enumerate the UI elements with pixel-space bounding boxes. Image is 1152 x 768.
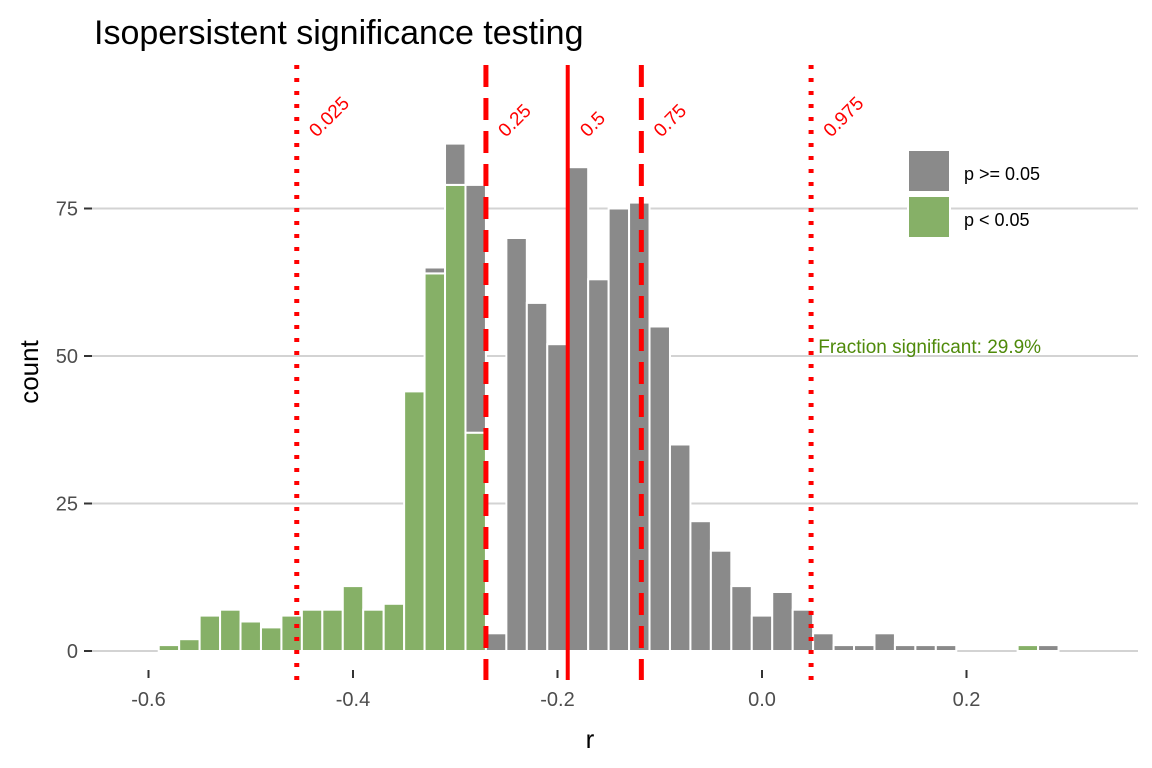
x-axis: -0.6 -0.4 -0.2 0.0 0.2 xyxy=(131,670,980,711)
bar-significant-1 xyxy=(178,638,201,653)
bar-not-significant-37 xyxy=(914,644,937,652)
y-axis: 0 25 50 75 xyxy=(56,199,92,663)
bar-not-significant-31 xyxy=(791,608,815,653)
bar-significant-6 xyxy=(280,614,303,652)
bar-significant-11 xyxy=(382,602,406,652)
bar-not-significant-20 xyxy=(566,166,590,652)
bar-not-significant-17 xyxy=(505,237,528,652)
bar-significant-8 xyxy=(321,608,344,653)
histogram-bars xyxy=(157,142,1060,653)
bar-significant-12 xyxy=(403,390,426,652)
chart-title: Isopersistent significance testing xyxy=(94,14,583,52)
bar-not-significant-16 xyxy=(484,632,508,652)
bar-not-significant-38 xyxy=(934,644,958,652)
quantile-label-2: 0.5 xyxy=(576,108,610,142)
bar-not-significant-28 xyxy=(730,585,753,652)
legend-key-not-significant xyxy=(907,149,951,193)
bar-not-significant-27 xyxy=(709,549,733,653)
legend-label-significant: p < 0.05 xyxy=(964,210,1030,230)
quantile-label-3: 0.75 xyxy=(650,101,691,142)
bar-not-significant-15 xyxy=(464,183,487,434)
bar-not-significant-33 xyxy=(832,644,856,652)
x-tick-label-0: -0.6 xyxy=(131,689,165,711)
bar-not-significant-22 xyxy=(607,207,631,652)
quantile-label-1: 0.25 xyxy=(495,101,536,142)
bar-not-significant-24 xyxy=(648,325,671,652)
x-tick-label-2: -0.2 xyxy=(540,689,574,711)
bar-significant-42 xyxy=(1016,644,1040,652)
bar-not-significant-26 xyxy=(689,520,712,653)
bar-significant-2 xyxy=(198,614,222,652)
bar-not-significant-19 xyxy=(546,343,569,652)
legend-label-not-significant: p >= 0.05 xyxy=(964,164,1040,184)
y-tick-label-3: 75 xyxy=(56,199,78,221)
bar-significant-5 xyxy=(259,626,283,653)
bar-significant-7 xyxy=(300,608,324,653)
y-tick-label-2: 50 xyxy=(56,346,78,368)
y-tick-label-1: 25 xyxy=(56,494,78,516)
y-tick-label-0: 0 xyxy=(67,641,78,663)
bar-not-significant-13 xyxy=(423,266,447,275)
bar-significant-9 xyxy=(341,585,365,652)
legend-key-significant xyxy=(907,195,951,239)
bar-not-significant-30 xyxy=(771,591,794,652)
bar-not-significant-34 xyxy=(853,644,876,652)
x-tick-label-3: 0.0 xyxy=(748,689,776,711)
bar-not-significant-14 xyxy=(444,142,467,186)
quantile-label-0: 0.025 xyxy=(305,93,353,141)
bar-significant-4 xyxy=(239,620,262,652)
bar-not-significant-35 xyxy=(873,632,896,652)
bar-not-significant-29 xyxy=(750,614,774,652)
quantile-label-4: 0.975 xyxy=(820,93,868,141)
bar-significant-13 xyxy=(423,272,447,652)
legend: p >= 0.05 p < 0.05 xyxy=(907,149,1040,239)
bar-significant-14 xyxy=(444,183,467,652)
bar-significant-10 xyxy=(362,608,385,653)
x-tick-label-4: 0.2 xyxy=(953,689,981,711)
x-axis-title: r xyxy=(586,724,595,754)
bar-significant-15 xyxy=(464,431,487,653)
bar-significant-0 xyxy=(157,644,181,652)
bar-not-significant-18 xyxy=(525,301,549,652)
bar-not-significant-43 xyxy=(1037,644,1060,652)
bar-not-significant-36 xyxy=(893,644,917,652)
fraction-significant-annotation: Fraction significant: 29.9% xyxy=(818,337,1041,358)
x-tick-label-1: -0.4 xyxy=(336,689,370,711)
bar-not-significant-32 xyxy=(812,632,835,652)
bar-not-significant-25 xyxy=(668,443,692,652)
bar-not-significant-21 xyxy=(587,278,610,652)
y-axis-title: count xyxy=(14,339,44,403)
bar-significant-3 xyxy=(219,608,242,653)
